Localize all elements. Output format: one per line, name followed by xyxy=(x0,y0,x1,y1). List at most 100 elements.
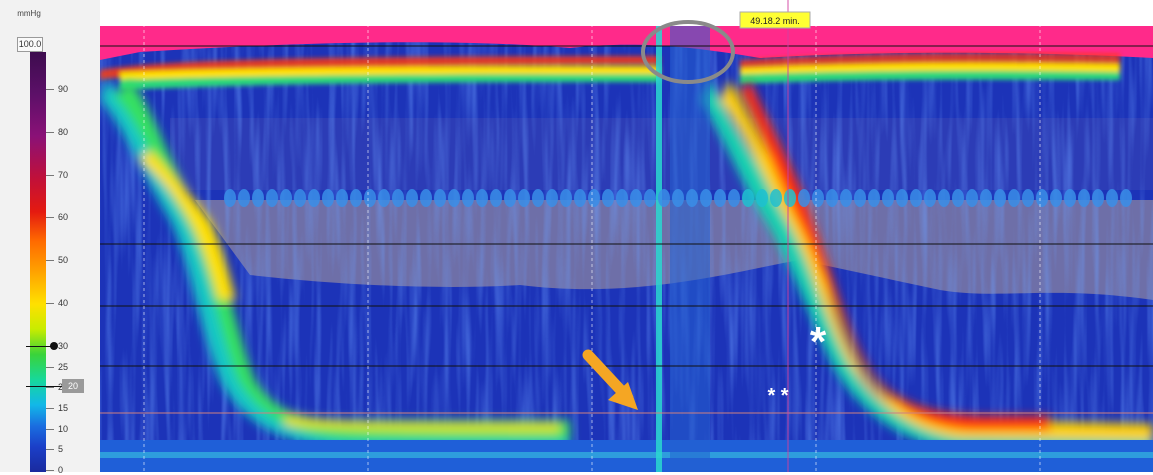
scale-tick-label: 25 xyxy=(58,361,69,372)
scale-tick-label: 40 xyxy=(58,298,69,309)
band-blob xyxy=(728,189,740,207)
time-badge-label: 49.18.2 min. xyxy=(750,16,800,26)
band-blob xyxy=(420,189,432,207)
band-blob xyxy=(1078,189,1090,207)
marker-20-handle[interactable]: 20 xyxy=(62,379,84,393)
band-blob xyxy=(588,189,600,207)
double-star-annotation: * * xyxy=(767,385,788,407)
scale-tick-label: 90 xyxy=(58,83,69,94)
scale-tick-mark xyxy=(46,217,54,219)
mid-horizontal-band xyxy=(224,189,1132,207)
band-blob xyxy=(476,189,488,207)
band-blob xyxy=(714,189,726,207)
band-blob xyxy=(448,189,460,207)
band-blob xyxy=(266,189,278,207)
band-blob xyxy=(364,189,376,207)
band-blob xyxy=(434,189,446,207)
band-blob xyxy=(1064,189,1076,207)
band-blob xyxy=(378,189,390,207)
band-blob xyxy=(1036,189,1048,207)
band-blob xyxy=(644,189,656,207)
band-blob xyxy=(462,189,474,207)
scale-tick-mark xyxy=(46,260,54,262)
band-blob xyxy=(910,189,922,207)
band-blob xyxy=(658,189,670,207)
band-blob xyxy=(518,189,530,207)
band-blob xyxy=(1106,189,1118,207)
band-blob xyxy=(280,189,292,207)
band-blob xyxy=(854,189,866,207)
scale-tick-label: 10 xyxy=(58,423,69,434)
pressure-topography-plot: 49.18.2 min. * * * xyxy=(100,0,1153,472)
band-blob xyxy=(574,189,586,207)
band-blob xyxy=(756,189,768,207)
marker-30-line xyxy=(26,346,52,347)
band-blob xyxy=(350,189,362,207)
band-blob xyxy=(1022,189,1034,207)
band-blob xyxy=(294,189,306,207)
time-badge: 49.18.2 min. xyxy=(739,11,811,29)
band-blob xyxy=(840,189,852,207)
band-blob xyxy=(602,189,614,207)
band-blob xyxy=(322,189,334,207)
band-blob xyxy=(490,189,502,207)
scale-tick-mark xyxy=(46,366,54,368)
band-blob xyxy=(308,189,320,207)
arrow-annotation xyxy=(582,349,638,410)
scale-tick-mark xyxy=(46,174,54,176)
scale-max-box[interactable]: 100.0 xyxy=(17,37,43,52)
band-blob xyxy=(406,189,418,207)
band-blob xyxy=(252,189,264,207)
band-blob xyxy=(616,189,628,207)
single-star-annotation: * xyxy=(810,318,827,365)
scale-tick-mark xyxy=(46,428,54,430)
band-blob xyxy=(392,189,404,207)
left-descending-wave xyxy=(100,80,570,448)
band-blob xyxy=(994,189,1006,207)
band-blob xyxy=(560,189,572,207)
band-blob xyxy=(504,189,516,207)
plot-top-gap xyxy=(100,0,1153,26)
pressure-scale-panel: mmHg 100.0 908070605040302520151050 20 xyxy=(0,0,100,475)
band-blob xyxy=(742,189,754,207)
scale-tick-label: 0 xyxy=(58,465,64,475)
scale-tick-label: 50 xyxy=(58,255,69,266)
scale-tick-mark xyxy=(46,303,54,305)
band-blob xyxy=(980,189,992,207)
scale-tick-mark xyxy=(46,408,54,409)
scale-tick-mark xyxy=(46,88,54,90)
band-blob xyxy=(546,189,558,207)
scale-tick-mark xyxy=(46,387,54,389)
scale-tick-label: 15 xyxy=(58,403,69,413)
marker-30-handle[interactable] xyxy=(50,342,58,350)
scale-tick-label: 80 xyxy=(58,126,69,137)
right-descending-wave xyxy=(700,80,1153,452)
scale-tick-mark xyxy=(46,470,54,471)
scale-tick-label: 30 xyxy=(58,341,69,351)
scale-tick-mark xyxy=(46,131,54,133)
band-blob xyxy=(1120,189,1132,207)
grid-lines xyxy=(100,0,1153,472)
band-blob xyxy=(812,189,824,207)
band-blob xyxy=(1050,189,1062,207)
band-blob xyxy=(1092,189,1104,207)
band-blob xyxy=(952,189,964,207)
scale-tick-label: 60 xyxy=(58,212,69,223)
band-blob xyxy=(798,189,810,207)
band-blob xyxy=(938,189,950,207)
band-blob xyxy=(882,189,894,207)
top-pressure-band xyxy=(100,26,1153,60)
band-blob xyxy=(826,189,838,207)
scale-tick-label: 5 xyxy=(58,444,64,455)
band-blob xyxy=(868,189,880,207)
scale-tick-label: 70 xyxy=(58,169,69,180)
marker-20-line xyxy=(26,386,62,387)
band-blob xyxy=(966,189,978,207)
band-blob xyxy=(770,189,782,207)
band-blob xyxy=(630,189,642,207)
scale-tick-mark xyxy=(46,449,54,451)
upper-contour xyxy=(100,52,1120,90)
band-blob xyxy=(924,189,936,207)
swallow-column xyxy=(656,26,662,472)
band-blob xyxy=(238,189,250,207)
